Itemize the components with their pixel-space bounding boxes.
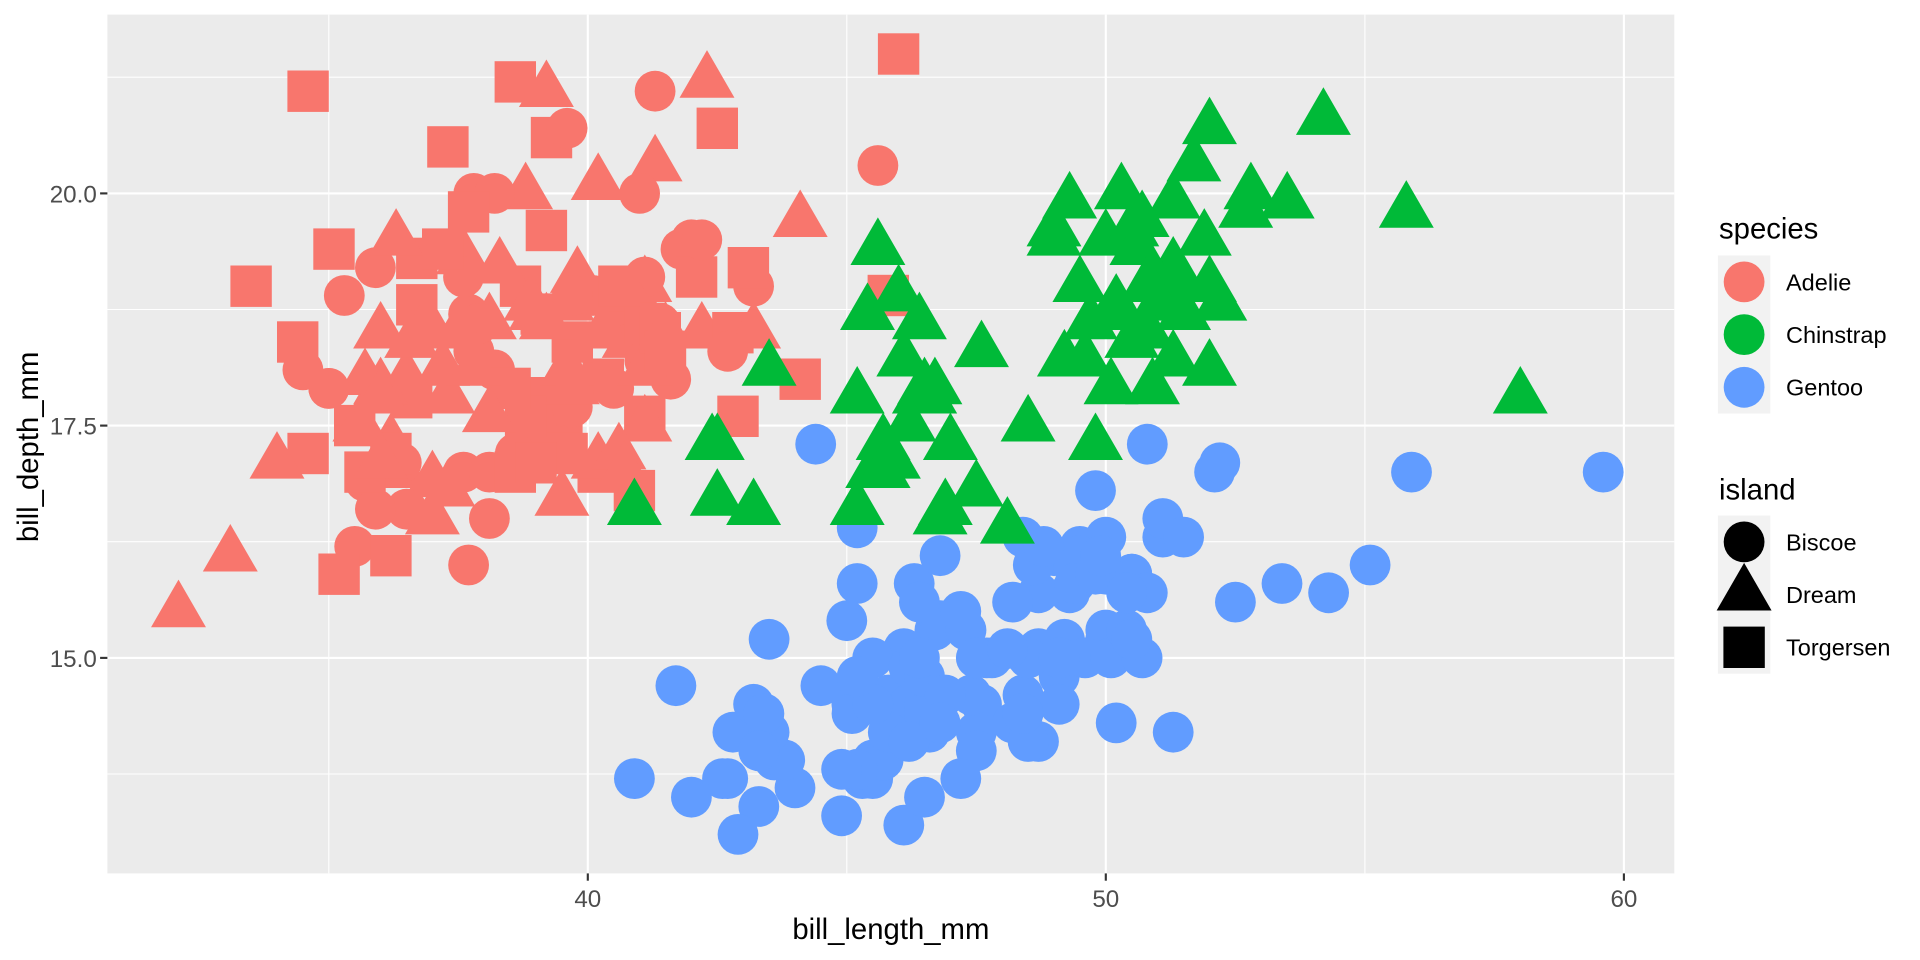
svg-text:Biscoe: Biscoe xyxy=(1786,529,1857,555)
svg-text:species: species xyxy=(1719,213,1818,246)
svg-text:island: island xyxy=(1719,474,1796,507)
svg-text:Gentoo: Gentoo xyxy=(1786,375,1863,401)
svg-text:bill_length_mm: bill_length_mm xyxy=(792,913,989,946)
svg-text:15.0: 15.0 xyxy=(50,646,97,673)
svg-text:bill_depth_mm: bill_depth_mm xyxy=(12,352,45,543)
svg-text:Dream: Dream xyxy=(1786,582,1857,608)
svg-text:17.5: 17.5 xyxy=(50,414,97,441)
svg-text:20.0: 20.0 xyxy=(50,181,97,208)
svg-text:Chinstrap: Chinstrap xyxy=(1786,322,1887,348)
svg-text:Adelie: Adelie xyxy=(1786,269,1851,295)
svg-text:50: 50 xyxy=(1092,886,1119,913)
svg-text:40: 40 xyxy=(574,886,601,913)
svg-text:Torgersen: Torgersen xyxy=(1786,635,1891,661)
svg-text:60: 60 xyxy=(1610,886,1637,913)
